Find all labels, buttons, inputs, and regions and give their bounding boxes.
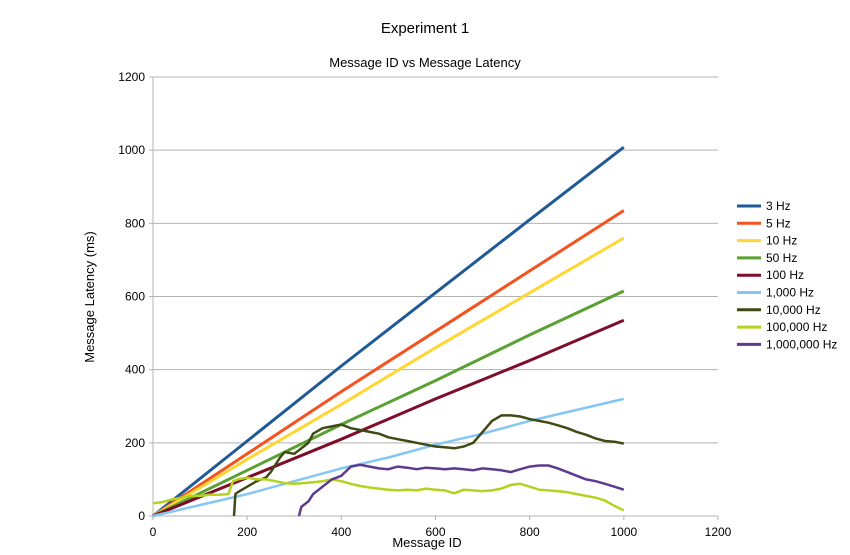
y-tick-label: 200: [125, 436, 145, 450]
series-line-50-hz: [152, 289, 625, 518]
x-tick-label: 200: [237, 525, 257, 539]
y-tick-label: 600: [125, 290, 145, 304]
legend-label-5-hz: 5 Hz: [766, 216, 791, 230]
x-tick-label: 0: [150, 525, 157, 539]
legend: 3 Hz 5 Hz 10 Hz 50 Hz 100 Hz 1,000 Hz 10,000 H…: [737, 199, 837, 351]
series-line-10-hz: [152, 236, 625, 518]
series-line-100-000-hz: [152, 476, 625, 512]
y-axis-label: Message Latency (ms): [82, 231, 97, 363]
x-tick-label: 1200: [705, 525, 732, 539]
legend-label-10-000-hz: 10,000 Hz: [766, 303, 821, 317]
legend-label-10-hz: 10 Hz: [766, 234, 797, 248]
axes: 0 200 400 600 800 1000 1200 0 200 400 600 800 1000 12…: [118, 70, 731, 539]
y-tick-label: 1200: [118, 70, 145, 84]
y-tick-label: 800: [125, 216, 145, 230]
legend-label-50-hz: 50 Hz: [766, 251, 797, 265]
y-tick-label: 1000: [118, 143, 145, 157]
y-tick-label: 0: [138, 509, 145, 523]
x-tick-label: 600: [425, 525, 445, 539]
series-line-3-hz: [152, 146, 625, 518]
legend-label-1-000-hz: 1,000 Hz: [766, 286, 814, 300]
x-tick-label: 400: [331, 525, 351, 539]
x-axis-label: Message ID: [392, 535, 461, 550]
legend-label-100-000-hz: 100,000 Hz: [766, 320, 827, 334]
series-line-10-000-hz: [232, 414, 625, 517]
series-line-5-hz: [152, 209, 625, 518]
plot-area: [152, 146, 625, 518]
x-tick-label: 1000: [610, 525, 637, 539]
legend-label-100-hz: 100 Hz: [766, 268, 804, 282]
chart-subtitle: Message ID vs Message Latency: [329, 55, 521, 70]
series-line-1-000-hz: [152, 397, 625, 518]
series-line-1-000-000-hz: [297, 463, 625, 517]
legend-label-1-000-000-hz: 1,000,000 Hz: [766, 337, 837, 351]
chart-title: Experiment 1: [381, 20, 469, 37]
x-tick-label: 800: [520, 525, 540, 539]
y-tick-label: 400: [125, 363, 145, 377]
legend-label-3-hz: 3 Hz: [766, 199, 791, 213]
